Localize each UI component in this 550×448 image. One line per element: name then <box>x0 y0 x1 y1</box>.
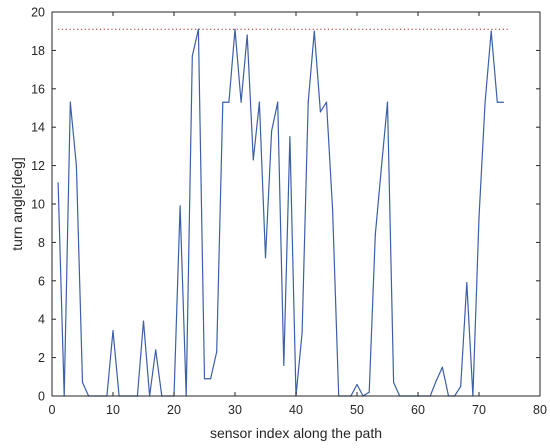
data-point <box>490 30 492 32</box>
data-point <box>234 28 236 30</box>
y-tick-label: 14 <box>31 121 45 135</box>
x-tick-label: 20 <box>167 403 181 417</box>
data-point <box>228 101 230 103</box>
data-point <box>502 101 504 103</box>
y-tick-label: 12 <box>31 159 45 173</box>
data-point <box>277 101 279 103</box>
x-tick-label: 80 <box>533 403 547 417</box>
y-tick-label: 0 <box>38 390 45 404</box>
data-point <box>112 330 114 332</box>
data-point <box>380 166 382 169</box>
y-tick-label: 20 <box>31 6 45 20</box>
data-point <box>222 101 224 103</box>
data-point <box>325 101 328 103</box>
x-tick-label: 0 <box>49 403 56 417</box>
plot-background <box>52 12 540 396</box>
y-tick-label: 16 <box>31 82 45 96</box>
x-axis-label: sensor index along the path <box>210 425 382 441</box>
y-tick-label: 8 <box>38 236 45 250</box>
x-tick-label: 30 <box>228 403 242 417</box>
data-point <box>374 234 376 236</box>
data-point <box>478 216 480 219</box>
data-point <box>252 159 254 161</box>
data-point <box>271 130 273 132</box>
data-point <box>246 34 248 36</box>
data-point <box>386 101 389 103</box>
data-point <box>313 30 315 32</box>
x-tick-label: 40 <box>289 403 303 417</box>
x-tick-label: 50 <box>350 403 364 417</box>
tick-layer: 0 10 20 30 40 50 60 70 80 0 2 4 6 8 10 12 14 16 18 20 <box>31 6 547 418</box>
y-tick-label: 4 <box>38 313 45 327</box>
data-point <box>264 257 267 259</box>
data-point <box>191 55 193 57</box>
data-point <box>460 385 462 387</box>
data-point <box>441 366 443 368</box>
x-tick-label: 10 <box>106 403 120 417</box>
data-point <box>197 28 199 30</box>
data-point <box>332 209 334 211</box>
y-tick-label: 18 <box>31 44 45 58</box>
y-tick-label: 2 <box>38 351 45 365</box>
data-point <box>466 282 468 284</box>
x-tick-label: 60 <box>411 403 425 417</box>
data-point <box>69 101 71 103</box>
data-point <box>283 364 285 366</box>
data-point <box>484 101 486 103</box>
data-point <box>258 101 260 103</box>
y-tick-label: 6 <box>38 274 45 288</box>
data-point <box>216 351 218 353</box>
data-point <box>496 101 498 103</box>
data-point <box>155 349 157 351</box>
data-point <box>210 378 212 380</box>
data-point <box>240 101 242 103</box>
data-point <box>301 332 303 334</box>
data-point <box>368 391 370 393</box>
data-point <box>307 101 309 103</box>
y-axis-label: turn angle[deg] <box>9 157 25 250</box>
data-point <box>435 380 437 382</box>
y-tick-label: 10 <box>31 198 45 212</box>
data-point <box>203 378 206 380</box>
data-point <box>179 205 181 207</box>
data-point <box>319 111 321 113</box>
data-point <box>289 136 291 138</box>
data-point <box>75 165 77 167</box>
data-point <box>81 381 84 384</box>
data-point <box>142 320 145 322</box>
x-tick-label: 70 <box>472 403 486 417</box>
data-point <box>356 383 358 386</box>
data-point <box>393 381 395 384</box>
data-point <box>57 182 59 184</box>
